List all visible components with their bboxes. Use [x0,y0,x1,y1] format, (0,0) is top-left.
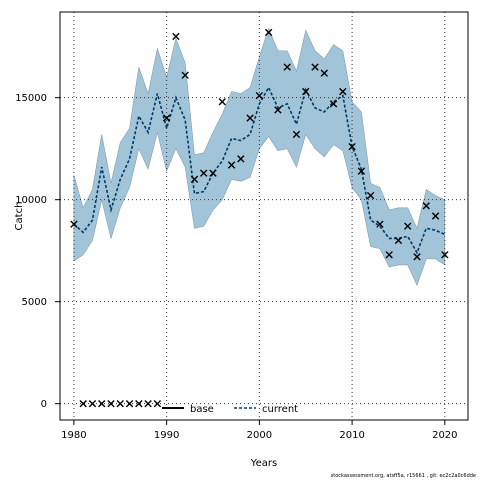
observed-point [329,100,338,108]
plot-frame [59,11,469,421]
observed-point [283,63,291,71]
observed-point [422,202,430,210]
observed-point [125,399,134,408]
x-tick-label-1980: 1980 [61,430,86,441]
y-axis-title: Catch [14,202,25,231]
x-axis-title: Years [250,458,277,469]
observed-point [246,114,254,122]
legend-base-label: base [190,404,214,415]
observed-point [190,175,199,183]
observed-point [209,169,217,177]
source-footer: stockassessment.org, atsff5a, r15661 , g… [330,473,476,479]
observed-point [144,399,152,408]
x-tick-label-2000: 2000 [247,430,272,441]
observed-point [98,399,106,408]
observed-point [200,169,208,177]
y-tick-label-10000: 10000 [15,195,47,206]
observed-point [116,399,124,408]
observed-point [274,106,282,114]
x-tick-label-2020: 2020 [432,430,457,441]
current-series-line [73,85,446,255]
observed-point [264,28,273,37]
observed-point [348,142,356,151]
observed-point [135,399,143,408]
observed-points-layer [70,28,449,408]
observed-point [172,32,180,41]
y-tick-label-15000: 15000 [15,93,47,104]
observed-point [385,251,393,259]
observed-point [413,253,421,261]
observed-point [366,191,375,200]
series-line-layer [73,85,446,255]
observed-point [339,87,347,96]
observed-point [79,399,87,408]
observed-point [404,222,412,230]
legend: base current [162,404,298,415]
y-tick-label-5000: 5000 [22,297,47,308]
observed-point [320,69,328,77]
observed-point [376,220,384,228]
x-tick-label-1990: 1990 [154,430,179,441]
observed-point [181,71,189,79]
observed-point [70,220,78,228]
observed-point [357,167,366,175]
observed-point [255,91,264,100]
grid-layer [60,12,468,420]
legend-current-label: current [262,404,298,415]
observed-point [292,130,301,139]
observed-point [311,63,319,71]
observed-point [237,155,245,163]
observed-point [227,161,236,169]
observed-point [107,399,115,408]
observed-point [302,87,310,96]
observed-point [394,236,403,245]
observed-point [153,399,162,408]
observed-point [162,114,171,122]
observed-point [441,251,449,259]
observed-point [431,212,440,220]
observed-point [218,98,226,106]
axes-layer: 1980 1990 2000 2010 2020 0 5000 10000 15000 [15,11,469,441]
x-tick-label-2010: 2010 [339,430,364,441]
observed-point [88,399,97,408]
y-tick-label-0: 0 [41,399,47,410]
